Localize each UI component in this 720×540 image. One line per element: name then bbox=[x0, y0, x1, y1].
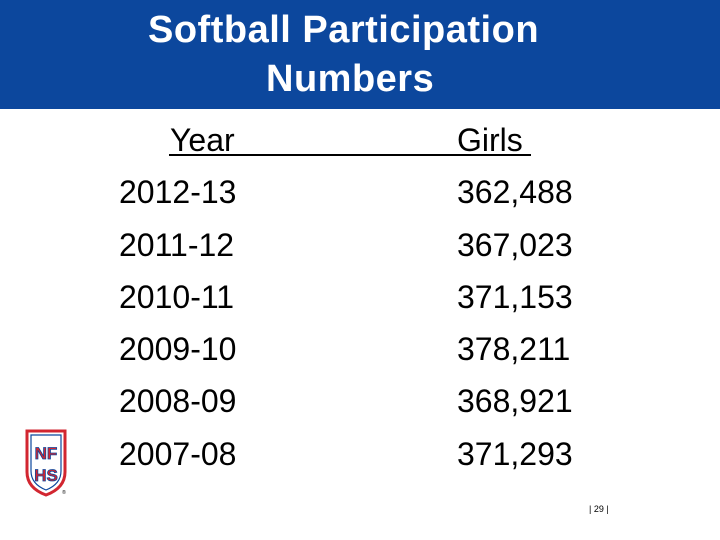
year-cell: 2011-12 bbox=[119, 226, 235, 263]
svg-text:HS: HS bbox=[34, 466, 58, 485]
year-cell: 2010-11 bbox=[119, 278, 235, 315]
slide-title-line-1: Softball Participation bbox=[148, 9, 540, 51]
header-underline bbox=[169, 154, 531, 156]
year-cell: 2012-13 bbox=[119, 174, 237, 211]
year-header: Year bbox=[170, 122, 235, 158]
girls-header: Girls bbox=[457, 122, 523, 158]
nfhs-logo: NF HS ® bbox=[25, 429, 67, 497]
girls-cell: 362,488 bbox=[457, 174, 573, 211]
svg-text:®: ® bbox=[62, 489, 66, 496]
year-cell: 2009-10 bbox=[119, 331, 237, 368]
title-bar: Softball Participation Numbers bbox=[0, 0, 720, 109]
girls-cell: 368,921 bbox=[457, 383, 573, 420]
girls-cell: 371,293 bbox=[457, 435, 573, 472]
year-column: Year 2012-13 2011-12 2010-11 2009-10 200… bbox=[90, 120, 270, 486]
girls-cell: 378,211 bbox=[457, 331, 571, 368]
slide-title-line-2: Numbers bbox=[266, 58, 435, 100]
girls-column: Girls 362,488 367,023 371,153 378,211 36… bbox=[440, 120, 610, 486]
page-number: | 29 | bbox=[589, 504, 609, 514]
svg-text:NF: NF bbox=[35, 444, 58, 463]
girls-cell: 367,023 bbox=[457, 226, 573, 263]
year-cell: 2008-09 bbox=[119, 383, 237, 420]
girls-cell: 371,153 bbox=[457, 278, 573, 315]
year-cell: 2007-08 bbox=[119, 435, 237, 472]
